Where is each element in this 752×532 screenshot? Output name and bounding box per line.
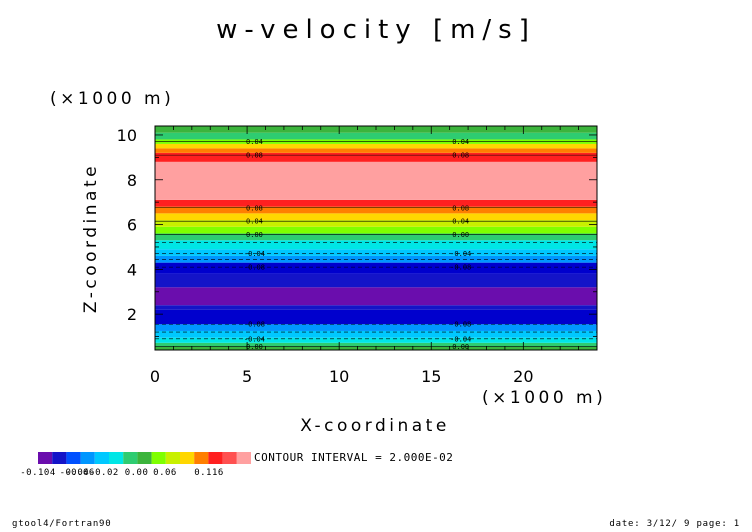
colorbar-swatch: [80, 452, 95, 464]
y-unit-label: (×1000 m): [50, 89, 174, 109]
y-tick-label: 6: [127, 216, 137, 235]
contour-label: 0.00: [452, 343, 469, 351]
colorbar-swatch: [208, 452, 223, 464]
contour-label: -0.08: [450, 321, 471, 329]
contour-label: 0.04: [452, 138, 469, 146]
colorbar-swatch: [194, 452, 209, 464]
x-axis-label: X-coordinate: [300, 416, 450, 436]
x-tick-label: 5: [242, 367, 252, 386]
colorbar-swatch: [94, 452, 109, 464]
contour-band: [155, 226, 597, 234]
axis-ticks: 0 5 10 15 20 2 4 6 8 10: [117, 126, 598, 386]
contour-band: [155, 330, 597, 338]
colorbar-swatch: [180, 452, 195, 464]
colorbar-label: -0.04-0.02 0.00: [60, 468, 149, 478]
y-tick-label: 2: [127, 305, 137, 324]
contour-label: 0.04: [246, 218, 263, 226]
y-tick-label: 4: [127, 260, 137, 279]
contour-band: [155, 220, 597, 227]
contour-label: -0.08: [244, 264, 265, 272]
x-tick-label: 15: [421, 367, 441, 386]
contour-band: [155, 342, 597, 347]
contour-band: [155, 152, 597, 162]
colorbar-label: 0.06: [153, 468, 177, 478]
contour-label: -0.04: [244, 335, 265, 343]
contour-label: 0.00: [246, 231, 263, 239]
contour-label: -0.08: [244, 321, 265, 329]
contour-label: -0.04: [450, 335, 471, 343]
contour-label: -0.08: [450, 264, 471, 272]
contour-label: 0.04: [452, 218, 469, 226]
colorbar-label: -0.06: [65, 468, 95, 478]
colorbar-swatch: [52, 452, 67, 464]
contour-band: [155, 305, 597, 310]
contour-label: 0.00: [246, 343, 263, 351]
contour-label: 0.08: [246, 204, 263, 212]
contour-band: [155, 337, 597, 343]
colorbar: -0.104 -0.06 -0.04-0.02 0.00 0.06 0.116: [20, 452, 251, 478]
contour-band: [155, 249, 597, 256]
contour-interval-text: CONTOUR INTERVAL = 2.000E-02: [254, 451, 453, 464]
x-tick-label: 10: [329, 367, 349, 386]
contour-band: [155, 199, 597, 207]
contour-label: -0.04: [450, 250, 471, 258]
contour-label: 0.08: [452, 152, 469, 160]
contour-lines: 0.00 0.00-0.04 -0.04-0.08 -0.08-0.08 -0.08-0…: [155, 138, 597, 351]
contour-band: [155, 273, 597, 288]
colorbar-swatch: [109, 452, 124, 464]
contour-label: -0.04: [244, 250, 265, 258]
x-tick-label: 20: [513, 367, 533, 386]
y-tick-label: 8: [127, 171, 137, 190]
contour-band: [155, 309, 597, 325]
contour-label: 0.04: [246, 138, 263, 146]
contour-band: [155, 213, 597, 221]
contour-label: 0.08: [246, 152, 263, 160]
chart-title: w-velocity [m/s]: [216, 15, 536, 45]
contour-band: [155, 233, 597, 241]
colorbar-min-label: -0.104: [20, 468, 56, 478]
contour-band: [155, 206, 597, 214]
x-tick-label: 0: [150, 367, 160, 386]
contour-band: [155, 324, 597, 331]
contour-band: [155, 143, 597, 149]
contour-fill-bands: [155, 126, 597, 350]
colorbar-swatch: [222, 452, 237, 464]
contour-label: 0.08: [452, 204, 469, 212]
y-tick-label: 10: [117, 126, 137, 145]
contour-label: 0.00: [452, 231, 469, 239]
colorbar-swatch: [236, 452, 251, 464]
colorbar-swatch: [123, 452, 138, 464]
colorbar-swatch: [165, 452, 180, 464]
contour-band: [155, 240, 597, 250]
colorbar-max-label: 0.116: [194, 468, 224, 478]
colorbar-swatch: [151, 452, 166, 464]
footer-left: gtool4/Fortran90: [12, 519, 112, 529]
contour-band: [155, 262, 597, 274]
x-unit-label: (×1000 m): [482, 388, 606, 408]
footer-right: date: 3/12/ 9 page: 1: [609, 519, 740, 529]
y-axis-label: Z-coordinate: [81, 163, 101, 313]
contour-band: [155, 132, 597, 140]
contour-band: [155, 161, 597, 200]
colorbar-swatch: [137, 452, 152, 464]
colorbar-swatch: [66, 452, 81, 464]
contour-band: [155, 148, 597, 153]
contour-band: [155, 287, 597, 306]
colorbar-swatch: [38, 452, 53, 464]
